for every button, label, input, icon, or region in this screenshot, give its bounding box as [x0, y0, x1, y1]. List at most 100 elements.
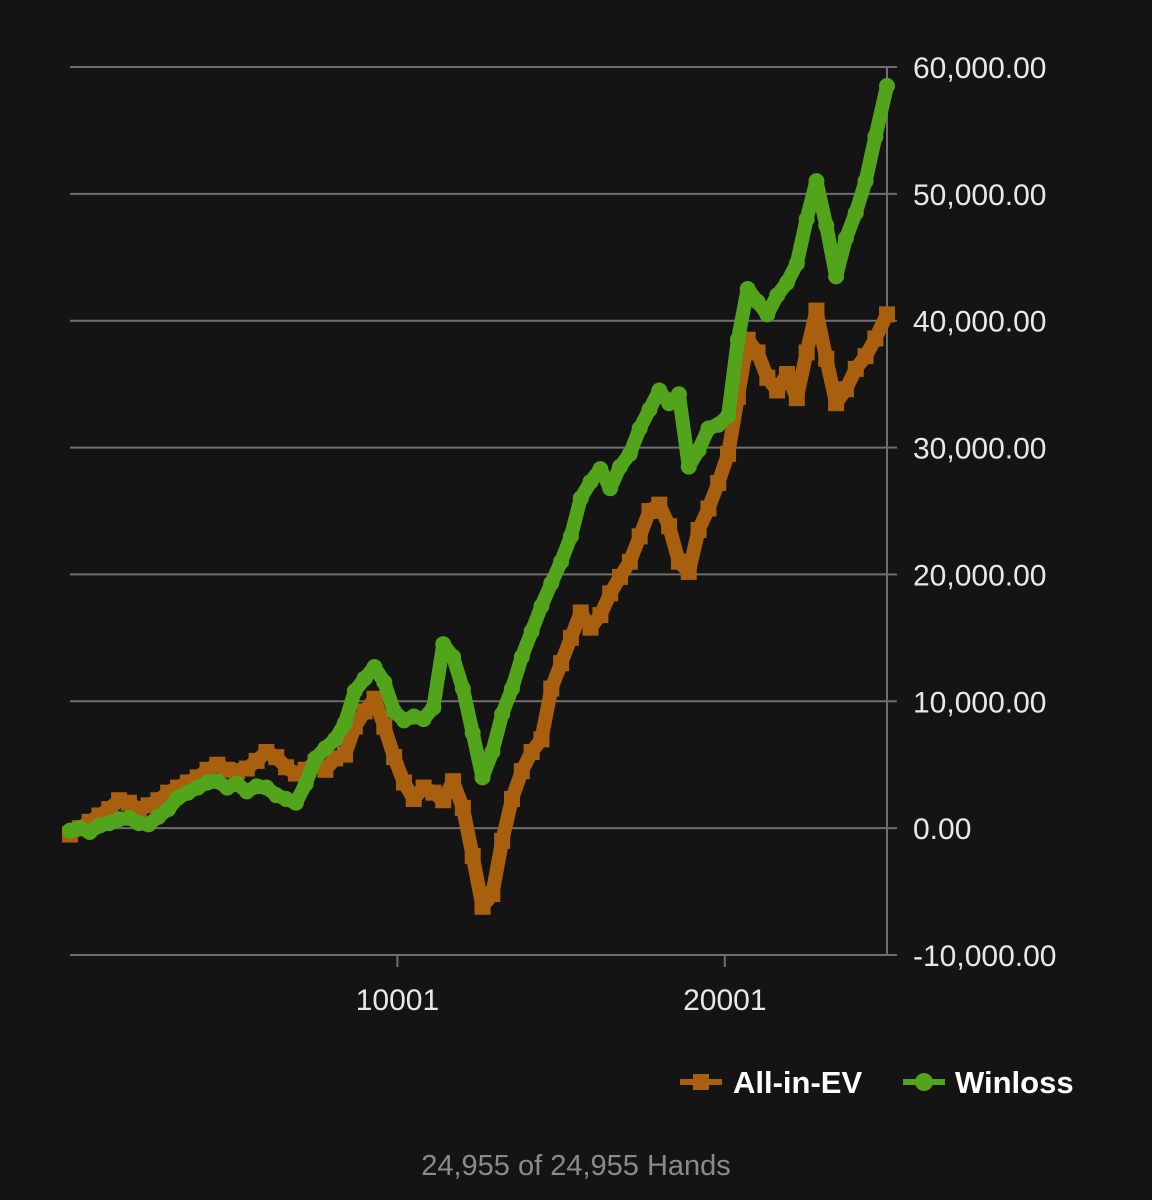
data-point	[641, 401, 658, 418]
data-point	[651, 496, 668, 513]
data-point	[710, 475, 727, 492]
data-point	[837, 381, 854, 398]
y-tick-label: 0.00	[913, 813, 971, 846]
data-point	[808, 173, 825, 190]
data-point	[631, 420, 648, 437]
data-point	[828, 395, 845, 412]
legend-label: All-in-EV	[733, 1065, 862, 1100]
data-point	[621, 553, 638, 570]
hands-count-footer: 24,955 of 24,955 Hands	[421, 1150, 731, 1182]
data-point	[307, 750, 324, 767]
data-point	[612, 568, 629, 585]
data-point	[503, 680, 520, 697]
data-point	[818, 217, 835, 234]
data-point	[297, 775, 314, 792]
data-point	[720, 445, 737, 462]
data-point	[543, 680, 560, 697]
data-point	[513, 763, 530, 780]
x-tick-label: 20001	[683, 984, 766, 1017]
data-point	[808, 302, 825, 319]
y-tick-label: 10,000.00	[913, 686, 1046, 719]
y-tick-label: 20,000.00	[913, 559, 1046, 592]
data-point	[160, 801, 177, 818]
legend-label: Winloss	[955, 1065, 1074, 1100]
data-point	[778, 365, 795, 382]
data-point	[582, 473, 599, 490]
data-point	[788, 390, 805, 407]
legend-item-all-in-ev[interactable]: All-in-EV	[680, 1065, 862, 1100]
data-point	[798, 344, 815, 361]
data-point	[435, 636, 452, 653]
data-point	[670, 386, 687, 403]
data-point	[612, 458, 629, 475]
y-tick-label: 50,000.00	[913, 179, 1046, 212]
data-point	[366, 690, 383, 707]
data-point	[572, 604, 589, 621]
data-point	[847, 360, 864, 377]
data-point	[503, 790, 520, 807]
series-line	[63, 303, 894, 914]
data-point	[602, 585, 619, 602]
data-point	[572, 490, 589, 507]
data-point	[474, 769, 491, 786]
series-line	[63, 79, 894, 839]
data-point	[562, 528, 579, 545]
data-point	[494, 832, 511, 849]
data-point	[818, 350, 835, 367]
legend-swatch-marker	[915, 1073, 933, 1091]
data-point	[879, 306, 895, 323]
legend-item-winloss[interactable]: Winloss	[903, 1065, 1074, 1100]
data-point	[346, 683, 363, 700]
data-point	[425, 699, 442, 716]
data-point	[661, 518, 678, 535]
data-point	[749, 344, 766, 361]
data-point	[867, 128, 884, 145]
data-point	[562, 629, 579, 646]
data-point	[533, 731, 550, 748]
data-point	[386, 749, 403, 766]
data-point	[749, 293, 766, 310]
data-point	[454, 680, 471, 697]
data-point	[533, 598, 550, 615]
data-point	[553, 655, 570, 672]
data-point	[759, 369, 776, 386]
data-point	[445, 648, 462, 665]
data-point	[415, 711, 432, 728]
y-tick-label: 60,000.00	[913, 52, 1046, 85]
data-point	[582, 619, 599, 636]
data-point	[464, 848, 481, 865]
data-point	[778, 274, 795, 291]
data-point	[739, 281, 756, 297]
data-point	[445, 773, 462, 790]
data-point	[287, 794, 304, 811]
data-point	[651, 382, 668, 399]
data-point	[798, 211, 815, 228]
series-all-in-ev	[62, 302, 895, 915]
data-point	[376, 718, 393, 735]
data-point	[337, 714, 354, 731]
data-point	[631, 528, 648, 545]
data-point	[828, 268, 845, 285]
data-point	[327, 731, 344, 748]
data-point	[847, 204, 864, 221]
data-point	[464, 725, 481, 741]
data-point	[395, 774, 412, 791]
axes: 60,000.00 50,000.00 40,000.00 30,000.00 20,0…	[356, 52, 1057, 1017]
data-point	[769, 382, 786, 399]
data-point	[700, 500, 717, 517]
data-point	[356, 703, 373, 720]
legend-swatch-marker	[693, 1074, 709, 1090]
data-point	[879, 78, 895, 95]
data-point	[376, 674, 393, 691]
y-tick-label: 40,000.00	[913, 306, 1046, 339]
data-point	[867, 330, 884, 347]
data-point	[680, 458, 697, 475]
data-point	[592, 607, 609, 624]
legend[interactable]: All-in-EV Winloss	[680, 1065, 1074, 1100]
data-point	[837, 230, 854, 247]
data-point	[366, 659, 383, 676]
data-point	[484, 744, 501, 761]
data-point	[788, 255, 805, 272]
